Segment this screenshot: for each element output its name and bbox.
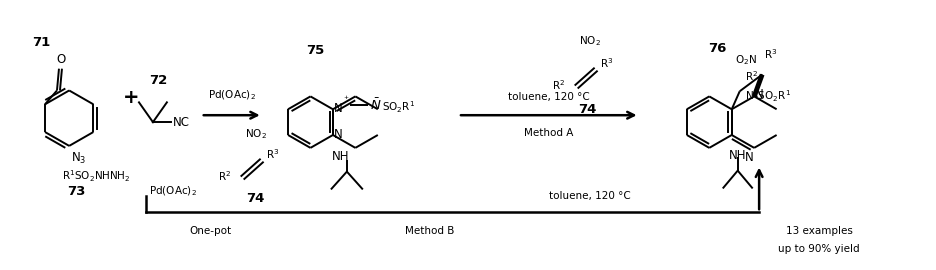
Text: NO$_2$: NO$_2$	[578, 34, 601, 48]
Text: 74: 74	[578, 103, 597, 116]
Text: toluene, 120 °C: toluene, 120 °C	[508, 92, 590, 102]
Text: N$_3$: N$_3$	[71, 151, 87, 166]
Text: NO$_2$: NO$_2$	[244, 127, 267, 141]
Text: Pd(OAc)$_2$: Pd(OAc)$_2$	[208, 89, 256, 102]
Text: $^+$: $^+$	[342, 94, 349, 103]
Text: Pd(OAc)$_2$: Pd(OAc)$_2$	[149, 185, 197, 198]
Text: R$^2$: R$^2$	[217, 170, 230, 184]
Text: $\bar{N}$: $\bar{N}$	[370, 97, 381, 113]
Text: NC: NC	[173, 116, 190, 129]
Text: R$^3$: R$^3$	[266, 147, 279, 161]
Text: 13 examples: 13 examples	[785, 226, 853, 236]
Text: up to 90% yield: up to 90% yield	[778, 244, 860, 254]
Text: SO$_2$R$^1$: SO$_2$R$^1$	[382, 99, 415, 115]
Text: One-pot: One-pot	[190, 226, 232, 236]
Text: NH: NH	[332, 150, 350, 163]
Text: 76: 76	[708, 42, 726, 55]
Text: N: N	[334, 129, 343, 141]
Text: R$^2$: R$^2$	[745, 70, 758, 83]
Text: O: O	[56, 53, 66, 66]
Text: R$^3$: R$^3$	[764, 47, 778, 61]
Text: R$^1$SO$_2$NHNH$_2$: R$^1$SO$_2$NHNH$_2$	[62, 169, 130, 184]
Text: Method A: Method A	[524, 128, 574, 138]
Text: 72: 72	[149, 75, 167, 87]
Text: 71: 71	[32, 36, 51, 49]
Text: NH: NH	[729, 149, 747, 162]
Text: toluene, 120 °C: toluene, 120 °C	[548, 191, 631, 201]
Text: Method B: Method B	[405, 226, 455, 236]
Text: N: N	[744, 151, 753, 164]
Text: N: N	[334, 102, 343, 115]
Text: 75: 75	[306, 44, 325, 57]
Text: +: +	[123, 88, 139, 107]
Text: R$^2$: R$^2$	[551, 79, 564, 92]
Text: R$^3$: R$^3$	[600, 56, 613, 70]
Text: 73: 73	[67, 185, 85, 198]
Text: 74: 74	[246, 193, 265, 205]
Text: N–SO$_2$R$^1$: N–SO$_2$R$^1$	[745, 88, 791, 104]
Text: O$_2$N: O$_2$N	[736, 53, 757, 67]
Text: N: N	[755, 88, 764, 101]
